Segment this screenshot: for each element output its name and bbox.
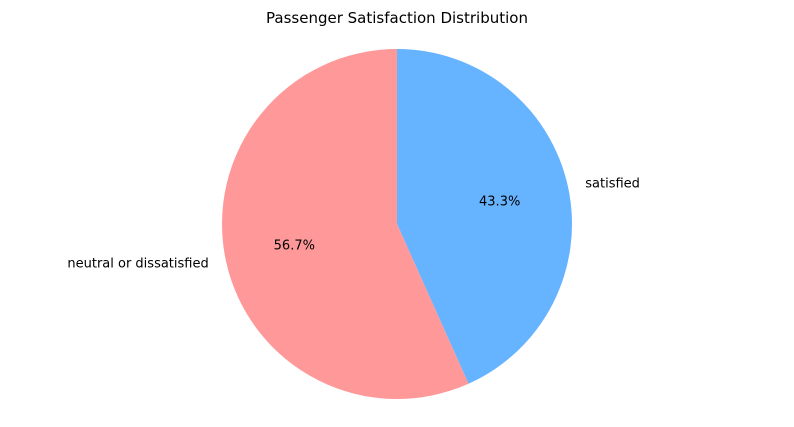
chart-title: Passenger Satisfaction Distribution <box>266 9 528 27</box>
slice-label-neutral-or-dissatisfied: neutral or dissatisfied <box>67 257 208 272</box>
pie-slice-satisfied <box>397 49 573 384</box>
pct-label-neutral-or-dissatisfied: 56.7% <box>274 238 315 253</box>
pie-labels: satisfied 43.3% neutral or dissatisfied 56.… <box>67 176 640 271</box>
pct-label-satisfied: 43.3% <box>479 195 520 210</box>
pie-slices <box>221 49 573 399</box>
slice-label-satisfied: satisfied <box>585 176 640 191</box>
pie-slice-neutral-or-dissatisfied <box>221 49 469 399</box>
